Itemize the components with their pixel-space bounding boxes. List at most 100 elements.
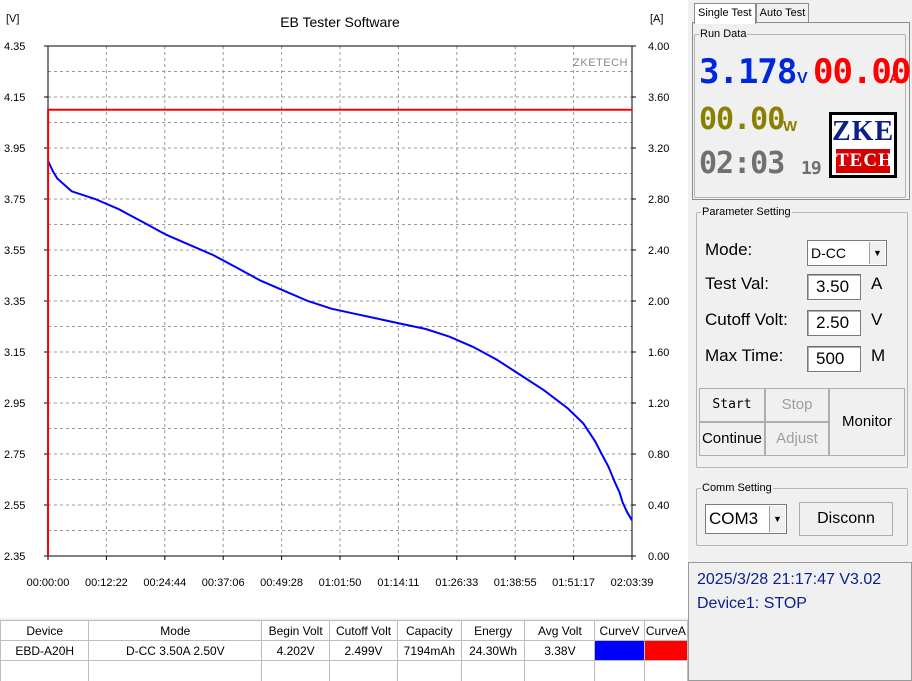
cell-device: EBD-A20H bbox=[0, 640, 90, 661]
x-tick-label: 00:00:00 bbox=[27, 577, 70, 589]
max-time-label: Max Time: bbox=[705, 346, 784, 365]
col-begin-volt[interactable]: Begin Volt bbox=[261, 620, 331, 641]
y-right-tick-label: 1.20 bbox=[648, 398, 669, 410]
y-left-tick-label: 4.15 bbox=[4, 92, 25, 104]
cutoff-volt-input[interactable]: 2.50 bbox=[807, 310, 861, 336]
max-time-unit: M bbox=[871, 346, 886, 365]
run-data-group: Run Data 3.178 V 00.00 A 00.00 W 02:03 1… bbox=[694, 28, 911, 198]
chart-title: EB Tester Software bbox=[280, 14, 400, 30]
chart-panel: EB Tester Software [V] [A] ZKETECH 4.35 4… bbox=[0, 0, 688, 618]
start-button[interactable]: Start bbox=[699, 388, 765, 422]
disconnect-button[interactable]: Disconn bbox=[799, 502, 893, 536]
cell-capacity: 7194mAh bbox=[396, 640, 462, 661]
col-avg-volt[interactable]: Avg Volt bbox=[524, 620, 596, 641]
y-right-tick-label: 0.40 bbox=[648, 500, 669, 512]
comm-setting-legend: Comm Setting bbox=[702, 482, 772, 494]
cell-mode: D-CC 3.50A 2.50V bbox=[88, 640, 263, 661]
x-tick-label: 01:51:17 bbox=[552, 577, 595, 589]
continue-button[interactable]: Continue bbox=[699, 422, 765, 456]
y-left-tick-label: 2.55 bbox=[4, 500, 25, 512]
mode-label: Mode: bbox=[705, 240, 753, 259]
results-header-row: Device Mode Begin Volt Cutoff Volt Capac… bbox=[0, 620, 689, 641]
com-port-select[interactable]: COM3 ▼ bbox=[705, 504, 787, 534]
com-port-value: COM3 bbox=[709, 509, 759, 528]
cell-begin-volt: 4.202V bbox=[261, 640, 331, 661]
col-mode[interactable]: Mode bbox=[88, 620, 263, 641]
y-right-unit: [A] bbox=[650, 13, 663, 25]
parameter-setting-group: Parameter Setting Mode: D-CC ▼ Test Val:… bbox=[696, 206, 908, 468]
elapsed-time-readout: 02:03 bbox=[699, 146, 785, 181]
zketech-watermark: ZKETECH bbox=[573, 57, 628, 69]
current-readout: 00.00 bbox=[813, 52, 911, 92]
mode-select-value: D-CC bbox=[811, 245, 846, 261]
x-tick-label: 01:26:33 bbox=[435, 577, 478, 589]
y-left-tick-label: 3.95 bbox=[4, 143, 25, 155]
y-right-tick-label: 3.20 bbox=[648, 143, 669, 155]
chart-ticks: 4.35 4.15 3.95 3.75 3.55 3.35 3.15 2.95 2.75 2.55… bbox=[4, 41, 669, 589]
table-row[interactable]: EBD-A20H D-CC 3.50A 2.50V 4.202V 2.499V … bbox=[0, 640, 689, 661]
chevron-down-icon[interactable]: ▼ bbox=[869, 242, 885, 264]
parameter-setting-legend: Parameter Setting bbox=[702, 206, 791, 218]
y-left-tick-label: 3.15 bbox=[4, 347, 25, 359]
test-val-unit: A bbox=[871, 274, 883, 293]
y-left-unit: [V] bbox=[6, 13, 19, 25]
chart-series bbox=[47, 108, 633, 557]
col-capacity[interactable]: Capacity bbox=[396, 620, 462, 641]
power-unit: W bbox=[783, 118, 798, 135]
curve-a-color-swatch[interactable] bbox=[643, 640, 689, 661]
col-energy[interactable]: Energy bbox=[460, 620, 526, 641]
series-line-curvea bbox=[47, 108, 632, 557]
logo-text-tech: TECH bbox=[836, 149, 894, 173]
tab-auto-test[interactable]: Auto Test bbox=[755, 3, 810, 23]
y-left-tick-label: 2.75 bbox=[4, 449, 25, 461]
y-right-tick-label: 3.60 bbox=[648, 92, 669, 104]
cutoff-volt-unit: V bbox=[871, 310, 883, 329]
y-right-tick-label: 2.40 bbox=[648, 245, 669, 257]
adjust-button[interactable]: Adjust bbox=[765, 422, 829, 456]
table-row-empty bbox=[0, 660, 689, 681]
results-table: Device Mode Begin Volt Cutoff Volt Capac… bbox=[0, 620, 689, 681]
tab-single-test[interactable]: Single Test bbox=[694, 3, 756, 24]
cell-energy: 24.30Wh bbox=[460, 640, 526, 661]
x-tick-label: 01:01:50 bbox=[319, 577, 362, 589]
test-val-input[interactable]: 3.50 bbox=[807, 274, 861, 300]
test-val-label: Test Val: bbox=[705, 274, 769, 293]
y-right-tick-label: 0.80 bbox=[648, 449, 669, 461]
x-tick-label: 02:03:39 bbox=[611, 577, 654, 589]
monitor-button[interactable]: Monitor bbox=[829, 388, 905, 456]
y-right-tick-label: 1.60 bbox=[648, 347, 669, 359]
comm-setting-group: Comm Setting COM3 ▼ Disconn bbox=[696, 482, 908, 546]
current-unit: A bbox=[889, 70, 900, 86]
y-left-tick-label: 3.75 bbox=[4, 194, 25, 206]
col-curve-v[interactable]: CurveV bbox=[594, 620, 645, 641]
x-tick-label: 00:12:22 bbox=[85, 577, 128, 589]
y-right-tick-label: 4.00 bbox=[648, 41, 669, 53]
curve-v-color-swatch[interactable] bbox=[594, 640, 645, 661]
y-right-tick-label: 0.00 bbox=[648, 551, 669, 563]
cell-avg-volt: 3.38V bbox=[524, 640, 596, 661]
x-tick-label: 00:24:44 bbox=[143, 577, 186, 589]
y-left-tick-label: 2.95 bbox=[4, 398, 25, 410]
test-tabs: Single Test Auto Test bbox=[694, 3, 810, 24]
mode-select[interactable]: D-CC ▼ bbox=[807, 240, 887, 266]
col-curve-a[interactable]: CurveA bbox=[643, 620, 689, 641]
stop-button[interactable]: Stop bbox=[765, 388, 829, 422]
run-data-legend: Run Data bbox=[700, 28, 747, 40]
y-right-tick-label: 2.00 bbox=[648, 296, 669, 308]
status-datetime-version: 2025/3/28 21:17:47 V3.02 bbox=[697, 571, 882, 588]
col-cutoff-volt[interactable]: Cutoff Volt bbox=[329, 620, 398, 641]
x-tick-label: 00:37:06 bbox=[202, 577, 245, 589]
x-tick-label: 00:49:28 bbox=[260, 577, 303, 589]
y-left-tick-label: 3.55 bbox=[4, 245, 25, 257]
device-status: Device1: STOP bbox=[697, 595, 807, 612]
power-readout: 00.00 bbox=[699, 102, 785, 137]
col-device[interactable]: Device bbox=[0, 620, 90, 641]
x-tick-label: 01:14:11 bbox=[377, 577, 419, 589]
logo-text-zke: ZKE bbox=[832, 116, 895, 147]
cell-cutoff-volt: 2.499V bbox=[329, 640, 398, 661]
chevron-down-icon[interactable]: ▼ bbox=[769, 506, 785, 532]
max-time-input[interactable]: 500 bbox=[807, 346, 861, 372]
y-right-tick-label: 2.80 bbox=[648, 194, 669, 206]
voltage-readout: 3.178 bbox=[699, 52, 797, 92]
series-line-curvev bbox=[47, 160, 633, 521]
